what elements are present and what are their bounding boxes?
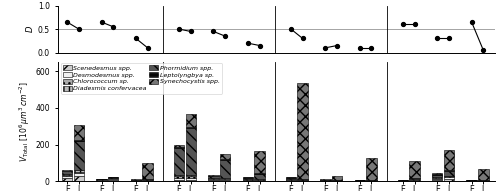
Bar <box>286 177 296 178</box>
Bar <box>332 176 342 180</box>
Bar <box>242 177 253 178</box>
Bar <box>186 128 196 175</box>
Bar <box>174 176 184 178</box>
Bar <box>254 174 264 179</box>
Bar <box>242 178 253 179</box>
Bar <box>186 175 196 176</box>
Bar <box>74 170 84 172</box>
Bar <box>174 145 184 147</box>
Bar <box>410 180 420 181</box>
Bar <box>254 173 264 174</box>
Bar <box>410 160 420 178</box>
Bar <box>444 179 454 181</box>
Bar <box>62 178 72 181</box>
Bar <box>444 150 454 170</box>
Bar <box>220 154 230 159</box>
Bar <box>432 177 442 178</box>
Bar <box>410 178 420 179</box>
Bar <box>432 175 442 177</box>
Bar <box>96 179 107 180</box>
Bar <box>174 178 184 180</box>
Bar <box>444 177 454 179</box>
Y-axis label: D: D <box>26 26 35 32</box>
Bar <box>286 179 296 180</box>
Bar <box>96 180 107 181</box>
Bar <box>186 180 196 181</box>
Bar <box>74 141 84 170</box>
Bar <box>108 179 118 180</box>
Bar <box>242 179 253 180</box>
Bar <box>108 177 118 178</box>
Bar <box>142 179 153 180</box>
Bar <box>432 173 442 174</box>
Bar <box>62 171 72 174</box>
Bar <box>62 176 72 178</box>
Bar <box>432 178 442 179</box>
Bar <box>298 179 308 180</box>
Bar <box>74 172 84 173</box>
Bar <box>444 171 454 176</box>
Bar <box>62 175 72 176</box>
Bar <box>108 180 118 181</box>
Bar <box>208 176 218 178</box>
Bar <box>62 170 72 171</box>
Bar <box>220 178 230 179</box>
Bar <box>62 174 72 175</box>
Bar <box>444 170 454 171</box>
Bar <box>254 180 264 181</box>
Bar <box>254 179 264 180</box>
Bar <box>174 180 184 181</box>
Bar <box>286 178 296 179</box>
Bar <box>432 180 442 181</box>
Bar <box>208 178 218 179</box>
Bar <box>186 127 196 128</box>
Bar <box>298 83 308 179</box>
Bar <box>254 151 264 173</box>
Bar <box>242 180 253 181</box>
Bar <box>320 179 330 180</box>
Bar <box>366 158 376 180</box>
Bar <box>74 125 84 140</box>
Bar <box>432 179 442 180</box>
Bar <box>208 179 218 180</box>
Bar <box>286 180 296 181</box>
Bar <box>410 179 420 180</box>
Bar <box>186 176 196 178</box>
Bar <box>208 180 218 181</box>
Bar <box>220 180 230 181</box>
Legend: Scenedesmus spp., Desmodesmus spp., Chlorococcum sp., Diadesmis confervacea, Pho: Scenedesmus spp., Desmodesmus spp., Chlo… <box>60 63 222 94</box>
Y-axis label: $V_{\rm Total}$ $[10^6\,\mu m^3\,cm^{-2}]$: $V_{\rm Total}$ $[10^6\,\mu m^3\,cm^{-2}… <box>18 81 32 162</box>
Bar <box>74 176 84 181</box>
Bar <box>220 179 230 180</box>
Bar <box>478 169 488 180</box>
Bar <box>108 178 118 179</box>
Bar <box>432 174 442 175</box>
Bar <box>220 160 230 178</box>
Bar <box>444 176 454 177</box>
Bar <box>220 159 230 160</box>
Bar <box>186 178 196 180</box>
Bar <box>174 148 184 175</box>
Bar <box>74 173 84 176</box>
Bar <box>174 175 184 176</box>
Bar <box>174 147 184 148</box>
Bar <box>208 175 218 176</box>
Bar <box>142 163 153 179</box>
Bar <box>186 114 196 127</box>
Bar <box>74 140 84 141</box>
